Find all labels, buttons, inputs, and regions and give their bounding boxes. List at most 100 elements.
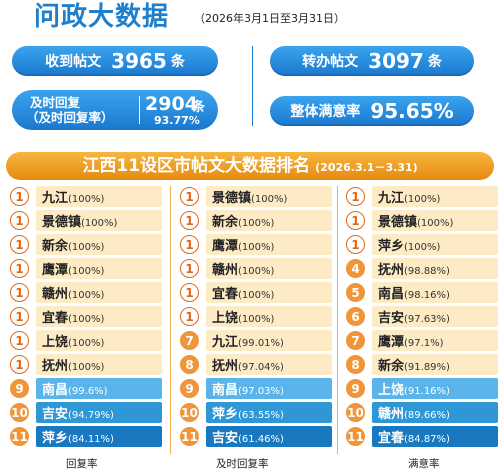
city-percentage: (94.79%) xyxy=(68,410,114,421)
ranking-bar: 抚州(100%) xyxy=(36,354,162,375)
ranking-bar: 新余(91.89%) xyxy=(372,354,498,375)
city-percentage: (99.01%) xyxy=(238,338,284,349)
ranking-bar: 景德镇(100%) xyxy=(36,210,162,231)
timely-unit: 条 xyxy=(192,100,206,115)
rank-badge: 6 xyxy=(346,307,365,326)
ranking-bar: 上饶(100%) xyxy=(206,306,332,327)
city-name: 新余 xyxy=(378,359,405,374)
rank-badge: 1 xyxy=(180,283,199,302)
city-name: 南昌 xyxy=(212,383,239,398)
city-percentage: (89.66%) xyxy=(404,410,450,421)
rank-badge: 1 xyxy=(10,259,29,278)
ranking-bar: 九江(100%) xyxy=(36,186,162,207)
ranking-bar: 萍乡(84.11%) xyxy=(36,426,162,447)
city-name: 上饶 xyxy=(212,311,239,326)
city-percentage: (97.03%) xyxy=(238,386,284,397)
satisfaction-label: 整体满意率 xyxy=(290,104,361,120)
ranking-bar: 宜春(100%) xyxy=(206,282,332,303)
city-percentage: (100%) xyxy=(238,290,275,301)
city-percentage: (100%) xyxy=(68,266,105,277)
ranking-bar: 南昌(97.03%) xyxy=(206,378,332,399)
ranking-bar: 吉安(94.79%) xyxy=(36,402,162,423)
timely-divider xyxy=(139,96,140,124)
transferred-label: 转办帖文 xyxy=(302,54,359,70)
rank-badge: 9 xyxy=(10,379,29,398)
city-name: 抚州 xyxy=(378,263,405,278)
city-name: 赣州 xyxy=(212,263,239,278)
rank-badge: 1 xyxy=(10,187,29,206)
rank-badge: 10 xyxy=(180,403,199,422)
ranking-banner: 江西11设区市帖文大数据排名 (2026.3.1－3.31) xyxy=(6,152,494,180)
ranking-bar: 萍乡(100%) xyxy=(372,234,498,255)
ranking-bar: 南昌(99.6%) xyxy=(36,378,162,399)
column-footer: 及时回复率 xyxy=(216,458,269,470)
city-name: 赣州 xyxy=(42,287,69,302)
city-percentage: (97.04%) xyxy=(238,362,284,373)
ranking-bar: 赣州(89.66%) xyxy=(372,402,498,423)
city-name: 鹰潭 xyxy=(212,239,239,254)
timely-reply-stat: 及时回复 （及时回复率） 2904 条 93.77% xyxy=(12,90,218,130)
ranking-bar: 吉安(97.63%) xyxy=(372,306,498,327)
ranking-bar: 宜春(84.87%) xyxy=(372,426,498,447)
ranking-bar: 抚州(98.88%) xyxy=(372,258,498,279)
city-name: 萍乡 xyxy=(42,431,69,446)
received-value: 3965 xyxy=(111,49,167,73)
rank-badge: 1 xyxy=(10,355,29,374)
rank-badge: 11 xyxy=(180,427,199,446)
city-percentage: (91.89%) xyxy=(404,362,450,373)
rank-badge: 1 xyxy=(180,235,199,254)
rank-badge: 9 xyxy=(346,379,365,398)
city-name: 萍乡 xyxy=(212,407,239,422)
city-name: 新余 xyxy=(212,215,239,230)
rank-badge: 1 xyxy=(346,211,365,230)
city-percentage: (98.88%) xyxy=(404,266,450,277)
received-posts-stat: 收到帖文 3965 条 xyxy=(12,46,218,76)
rank-badge: 1 xyxy=(10,235,29,254)
timely-sublabel: （及时回复率） xyxy=(26,110,114,125)
city-percentage: (99.6%) xyxy=(68,386,108,397)
city-percentage: (63.55%) xyxy=(238,410,284,421)
city-percentage: (100%) xyxy=(68,194,105,205)
city-percentage: (91.16%) xyxy=(404,386,450,397)
ranking-bar: 九江(99.01%) xyxy=(206,330,332,351)
satisfaction-value: 95.65% xyxy=(370,99,454,123)
city-name: 景德镇 xyxy=(378,215,418,230)
timely-rate: 93.77% xyxy=(154,114,200,127)
rank-badge: 1 xyxy=(180,307,199,326)
satisfaction-stat: 整体满意率 95.65% xyxy=(270,96,474,126)
city-name: 南昌 xyxy=(42,383,69,398)
city-percentage: (100%) xyxy=(238,314,275,325)
rank-badge: 1 xyxy=(346,235,365,254)
city-name: 九江 xyxy=(212,335,239,350)
city-percentage: (100%) xyxy=(238,242,275,253)
rank-badge: 1 xyxy=(346,187,365,206)
city-name: 上饶 xyxy=(378,383,405,398)
transferred-value: 3097 xyxy=(368,49,424,73)
ranking-bar: 上饶(91.16%) xyxy=(372,378,498,399)
city-percentage: (97.1%) xyxy=(404,338,444,349)
city-name: 宜春 xyxy=(42,311,69,326)
page-title: 问政大数据 xyxy=(34,2,170,32)
city-percentage: (98.16%) xyxy=(404,290,450,301)
city-percentage: (84.11%) xyxy=(68,434,114,445)
city-percentage: (100%) xyxy=(251,194,288,205)
ranking-bar: 南昌(98.16%) xyxy=(372,282,498,303)
rank-badge: 7 xyxy=(180,331,199,350)
column-footer: 回复率 xyxy=(66,458,98,470)
ranking-bar: 吉安(61.46%) xyxy=(206,426,332,447)
ranking-bar: 上饶(100%) xyxy=(36,330,162,351)
ranking-bar: 赣州(100%) xyxy=(206,258,332,279)
ranking-bar: 九江(100%) xyxy=(372,186,498,207)
city-name: 景德镇 xyxy=(212,191,252,206)
column-divider xyxy=(170,186,171,454)
rank-badge: 1 xyxy=(10,307,29,326)
column-divider xyxy=(337,186,338,454)
ranking-bar: 鹰潭(97.1%) xyxy=(372,330,498,351)
ranking-bar: 景德镇(100%) xyxy=(372,210,498,231)
rank-badge: 1 xyxy=(180,259,199,278)
city-percentage: (100%) xyxy=(81,218,118,229)
rank-badge: 9 xyxy=(180,379,199,398)
rank-badge: 1 xyxy=(10,283,29,302)
city-percentage: (97.63%) xyxy=(404,314,450,325)
ranking-bar: 抚州(97.04%) xyxy=(206,354,332,375)
